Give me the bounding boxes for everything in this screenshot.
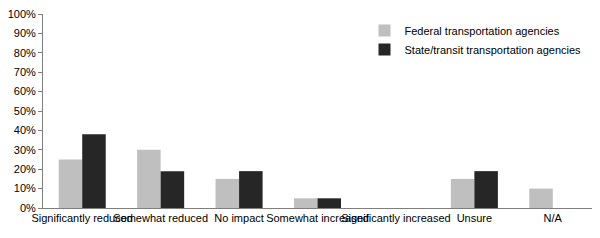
svg-text:80%: 80% [14,47,36,59]
svg-text:Significantly reduced: Significantly reduced [31,212,133,224]
svg-text:Significantly increased: Significantly increased [341,212,450,224]
svg-text:0%: 0% [20,202,36,214]
svg-text:50%: 50% [14,105,36,117]
svg-text:Unsure: Unsure [457,212,492,224]
svg-text:Federal transportation agencie: Federal transportation agencies [405,25,560,37]
svg-text:Somewhat increased: Somewhat increased [266,212,369,224]
svg-text:Somewhat reduced: Somewhat reduced [113,212,208,224]
svg-text:30%: 30% [14,144,36,156]
svg-text:100%: 100% [8,8,36,20]
svg-text:N/A: N/A [544,212,563,224]
svg-text:40%: 40% [14,124,36,136]
svg-text:10%: 10% [14,182,36,194]
svg-text:No impact: No impact [214,212,264,224]
svg-text:60%: 60% [14,85,36,97]
svg-text:90%: 90% [14,27,36,39]
svg-text:State/transit transportation a: State/transit transportation agencies [405,44,582,56]
svg-text:70%: 70% [14,66,36,78]
svg-text:20%: 20% [14,163,36,175]
